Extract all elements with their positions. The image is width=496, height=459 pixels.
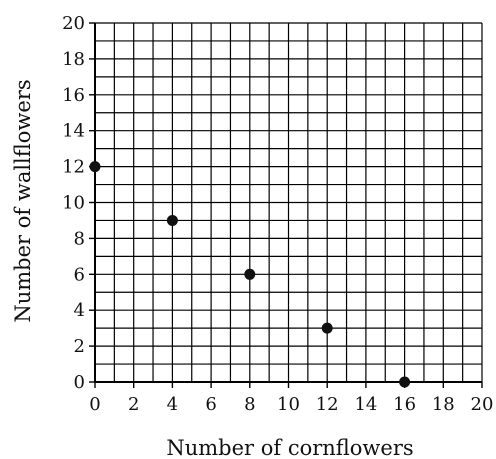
y-tick-label: 16 [62,85,85,106]
y-tick-label: 4 [74,300,85,321]
x-tick-label: 16 [393,394,416,415]
data-point [399,376,411,388]
x-tick-label: 4 [167,394,178,415]
y-tick-label: 0 [74,372,85,393]
data-point [89,161,101,173]
tick-labels: 0 2 4 6 8 10 12 14 16 18 20 0 2 4 6 8 10 12 14 16 18 20 [62,13,493,415]
x-tick-label: 20 [471,394,494,415]
x-axis-label: Number of cornflowers [166,436,413,459]
x-tick-label: 14 [354,394,377,415]
x-tick-label: 10 [277,394,300,415]
data-point [321,322,333,334]
y-tick-label: 12 [62,157,85,178]
x-tick-label: 0 [89,394,100,415]
x-tick-label: 18 [432,394,455,415]
data-points [89,161,411,388]
y-tick-label: 14 [62,121,85,142]
x-tick-label: 6 [205,394,216,415]
y-tick-label: 2 [74,336,85,357]
data-point [166,214,178,226]
y-tick-label: 18 [62,49,85,70]
x-tick-label: 2 [128,394,139,415]
y-tick-label: 8 [74,228,85,249]
data-point [244,268,256,280]
y-tick-label: 6 [74,264,85,285]
y-axis-label: Number of wallflowers [11,79,35,322]
x-tick-label: 8 [244,394,255,415]
y-tick-label: 20 [62,13,85,34]
y-tick-label: 10 [62,193,85,214]
grid [89,22,483,388]
x-tick-label: 12 [316,394,339,415]
